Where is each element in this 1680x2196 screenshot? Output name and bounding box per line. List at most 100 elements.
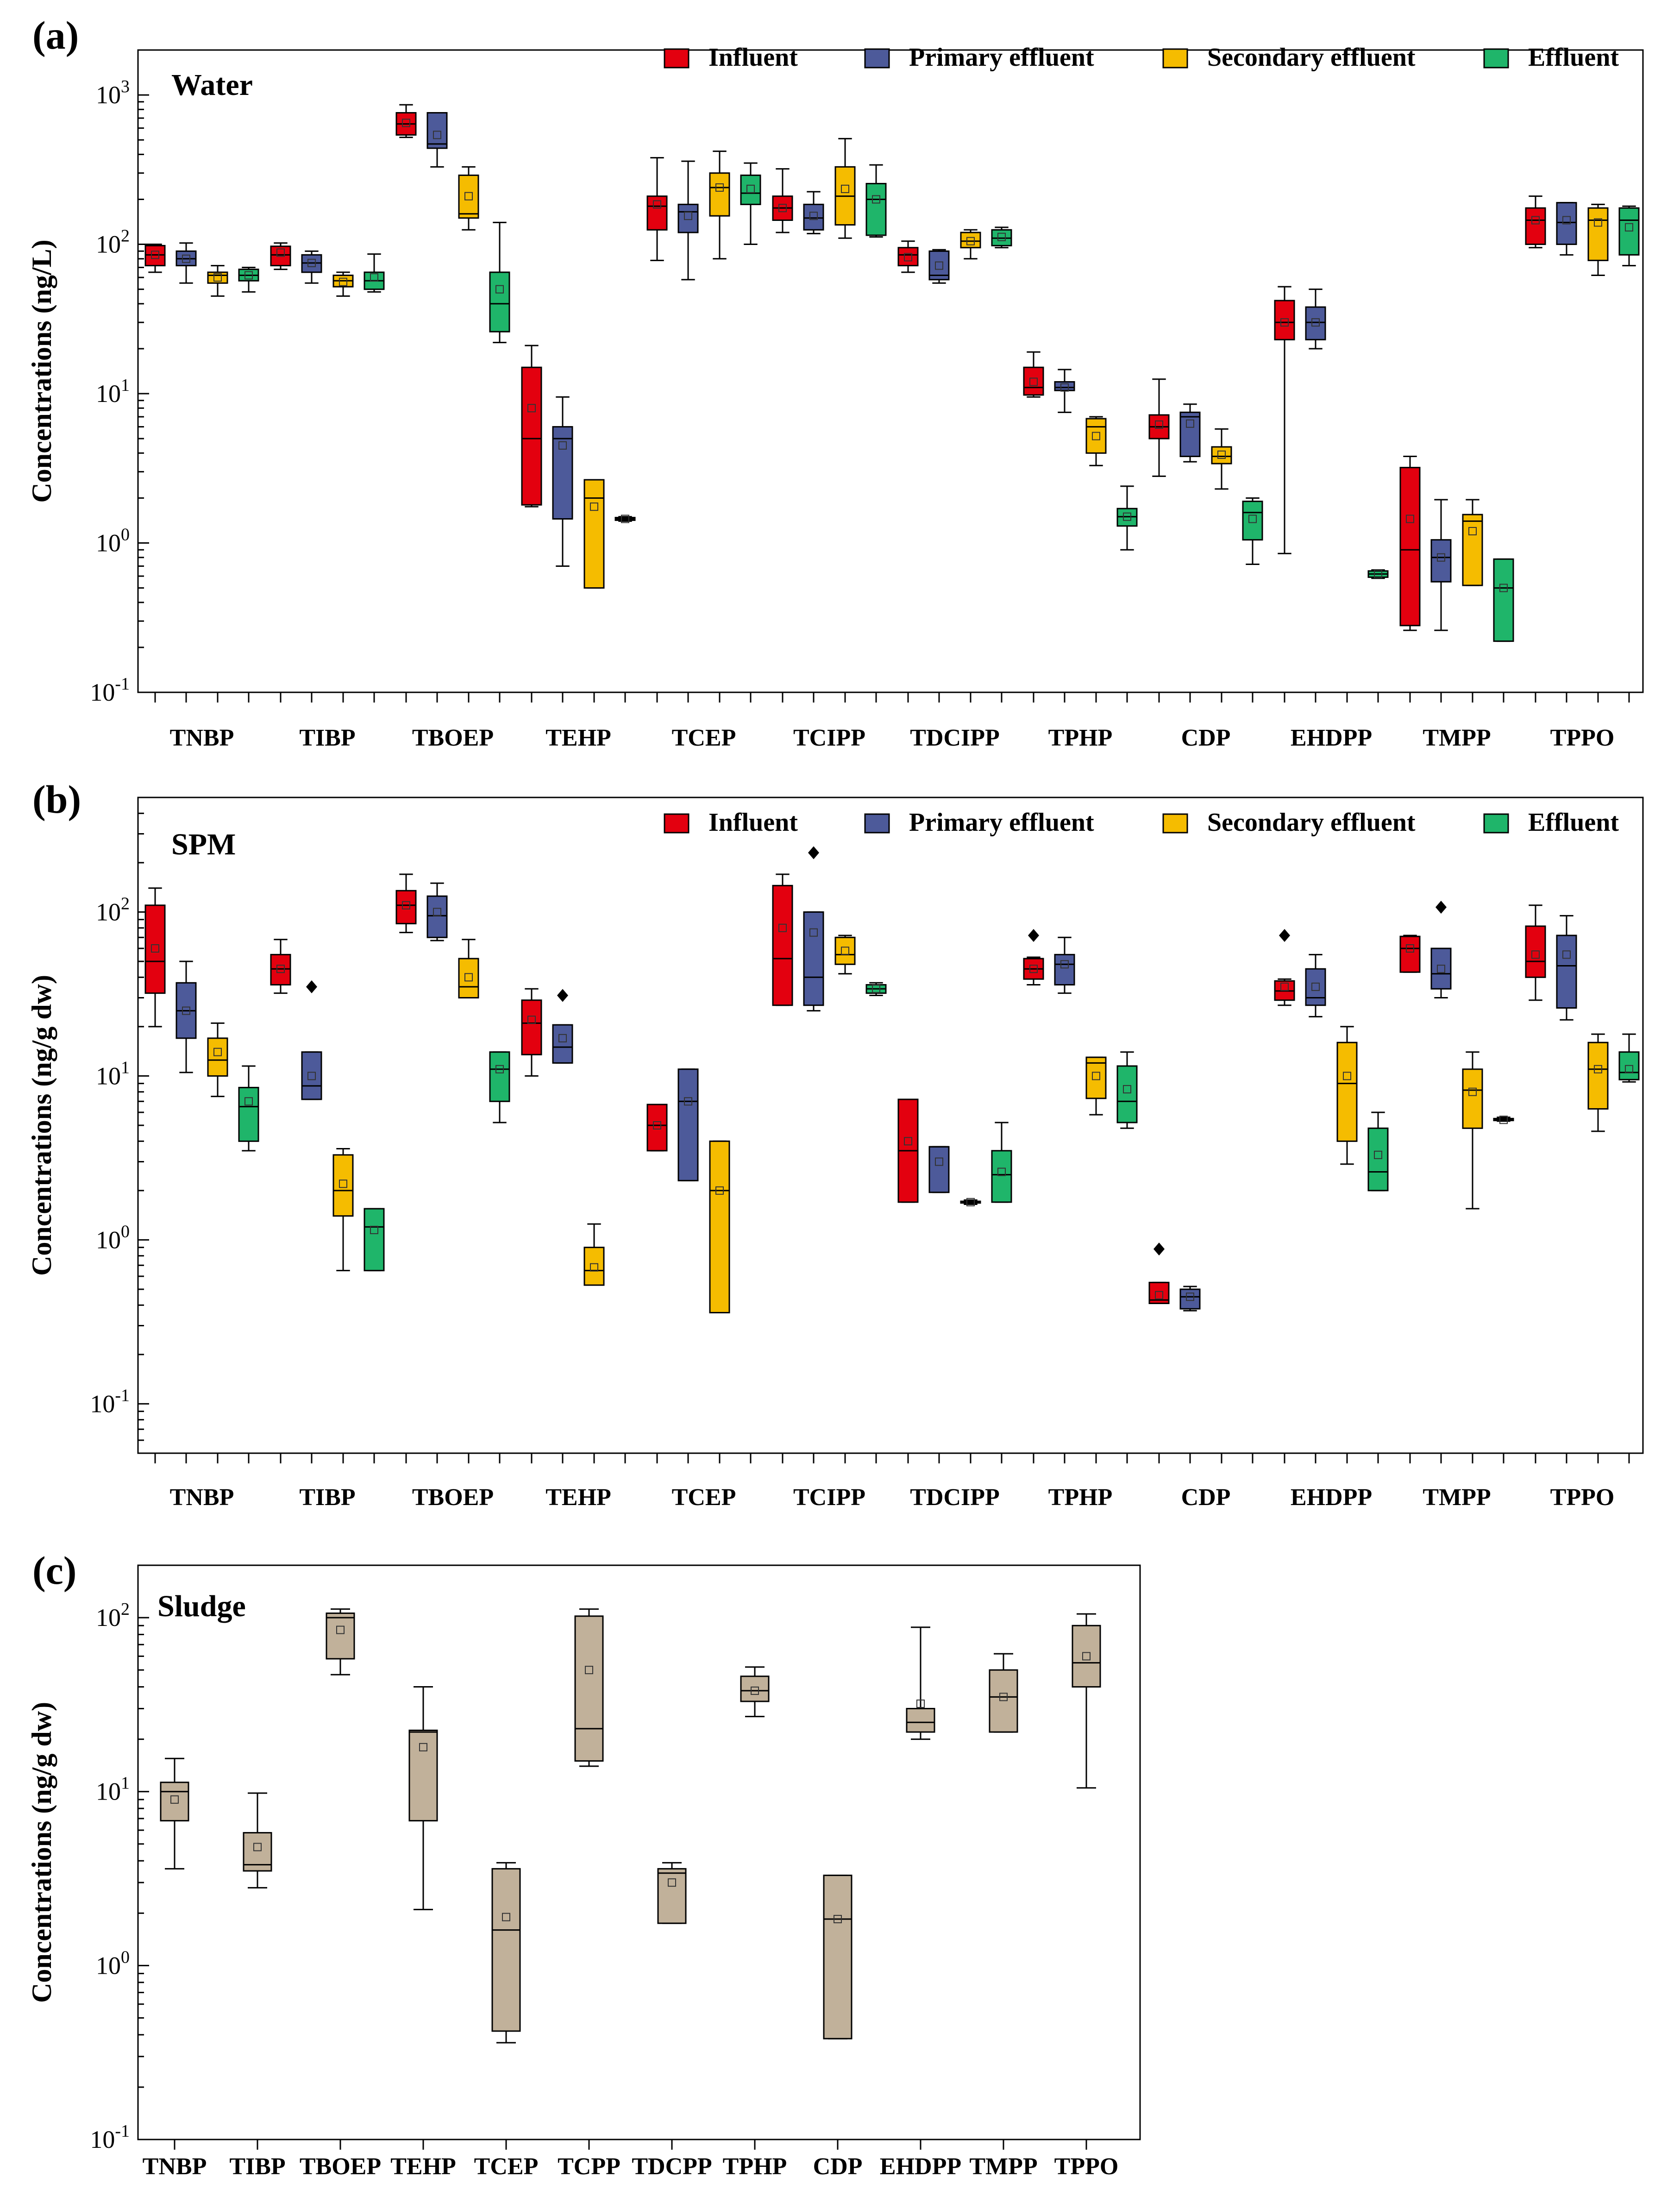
- panel-b-category-label-tehp: TEHP: [545, 1484, 611, 1511]
- panel-b-box-secondary-effluent-tnbp: [207, 1022, 228, 1098]
- panel-a-box-influent-tibp: [270, 242, 291, 270]
- box-body: [1116, 1065, 1138, 1123]
- box-body: [823, 1875, 853, 2039]
- box-body: [1525, 925, 1546, 978]
- panel-a-box-primary-effluent-tnbp: [176, 242, 197, 284]
- panel-a-box-secondary-effluent-tphp: [1085, 416, 1107, 466]
- box-body: [521, 999, 542, 1055]
- box-body: [1493, 558, 1514, 642]
- box-body: [897, 247, 919, 267]
- panel-b-y-tick-label: 100: [96, 1222, 130, 1254]
- mean-marker: [1155, 420, 1163, 429]
- mean-marker: [558, 1034, 567, 1042]
- panel-a-box-secondary-effluent-tppo: [1587, 203, 1609, 276]
- panel-b-box-influent-tppo: [1525, 904, 1546, 1001]
- panel-b-box-primary-effluent-tphp: [1054, 936, 1075, 994]
- mean-marker: [151, 944, 159, 953]
- mean-marker: [997, 1167, 1006, 1176]
- panel-a-box-influent-tcep: [646, 157, 668, 261]
- panel-b-box-secondary-effluent-tibp: [332, 1148, 354, 1272]
- mean-marker: [904, 1137, 912, 1146]
- panel-c-box-sludge-tehp: [408, 1686, 438, 1910]
- panel-c-category-label-tdcpp: TDCPP: [632, 2153, 712, 2180]
- mean-marker: [1092, 432, 1100, 440]
- legend-label: Secondary effluent: [1207, 808, 1416, 837]
- panel-b-box-effluent-tboep: [489, 1051, 510, 1123]
- outlier-point: [557, 989, 568, 1002]
- mean-marker: [502, 1913, 510, 1921]
- panel-b-category-label-tnbp: TNBP: [170, 1484, 234, 1511]
- legend-label: Effluent: [1528, 43, 1619, 72]
- panel-a-box-effluent-ehdpp: [1367, 569, 1389, 579]
- mean-marker: [668, 1878, 676, 1887]
- box-body: [583, 479, 605, 589]
- mean-marker: [1280, 982, 1289, 991]
- mean-marker: [1060, 960, 1069, 969]
- box-body: [803, 911, 824, 1006]
- panel-c-y-tick-label: 102: [96, 1600, 130, 1631]
- box-body: [677, 203, 699, 233]
- mean-marker: [590, 502, 598, 511]
- mean-marker: [904, 253, 912, 262]
- box-body: [489, 271, 510, 333]
- panel-a-box-primary-effluent-tboep: [426, 112, 448, 168]
- box-body: [489, 1051, 510, 1102]
- panel-b-box-influent-tibp: [270, 939, 291, 994]
- mean-marker: [1406, 944, 1414, 953]
- panel-b-spm: (b) SPM Concentrations (ng/g dw) 10-1 100 101…: [26, 777, 1644, 1511]
- outlier-point: [1153, 1242, 1165, 1256]
- mean-marker: [339, 1180, 347, 1188]
- legend-label: Primary effluent: [909, 43, 1094, 72]
- box-body: [709, 172, 730, 217]
- panel-a-box-primary-effluent-tmpp: [1430, 499, 1452, 631]
- panel-c-title: Sludge: [157, 1589, 246, 1623]
- panel-b-box-effluent-tppo: [1618, 1033, 1640, 1083]
- panel-c-y-axis-label: Concentrations (ng/g dw): [26, 1702, 57, 2003]
- panel-c-category-label-tphp: TPHP: [723, 2153, 787, 2180]
- panel-b-box-effluent-tcipp: [865, 982, 887, 996]
- panel-a-box-influent-tnbp: [144, 244, 166, 273]
- box-body: [426, 112, 448, 149]
- box-body: [207, 1037, 228, 1077]
- box-body: [1525, 207, 1546, 245]
- box-body: [1179, 1288, 1201, 1310]
- panel-a-title: Water: [171, 68, 253, 102]
- panel-b-category-label-tphp: TPHP: [1048, 1484, 1113, 1511]
- panel-a-box-effluent-tphp: [1116, 485, 1138, 551]
- panel-a-box-secondary-effluent-tdcipp: [960, 229, 981, 260]
- panel-a-category-label-tmpp: TMPP: [1423, 725, 1491, 751]
- mean-marker: [151, 251, 159, 259]
- panel-b-y-axis-label: Concentrations (ng/g dw): [26, 975, 57, 1276]
- panel-a-box-effluent-tppo: [1618, 205, 1640, 267]
- panel-a-box-primary-effluent-tehp: [552, 396, 573, 567]
- box-body: [991, 1150, 1012, 1203]
- box-body: [491, 1868, 521, 2032]
- mean-marker: [778, 204, 787, 213]
- panel-b-box-primary-effluent-cdp: [1179, 1286, 1201, 1311]
- mean-marker: [339, 277, 347, 286]
- panel-c-category-label-tcpp: TCPP: [558, 2153, 621, 2180]
- panel-b-box-secondary-effluent-tdcipp: [960, 1198, 981, 1206]
- mean-marker: [1562, 216, 1571, 225]
- panel-a-water: (a) Water Concentrations (ng/L) 10-1 100 101 1…: [26, 13, 1644, 751]
- panel-b-box-primary-effluent-tmpp: [1430, 901, 1452, 999]
- panel-c-box-sludge-tboep: [326, 1608, 355, 1675]
- panel-b-box-primary-effluent-tibp: [301, 980, 322, 1100]
- panel-a-y-axis-label: Concentrations (ng/L): [26, 239, 57, 502]
- mean-marker: [370, 1225, 378, 1234]
- panel-a-box-effluent-tibp: [364, 253, 385, 293]
- panel-a-box-effluent-cdp: [1242, 497, 1263, 565]
- mean-marker: [1186, 1293, 1194, 1301]
- panel-a-box-influent-cdp: [1148, 378, 1170, 477]
- mean-marker: [464, 973, 473, 982]
- mean-marker: [276, 965, 285, 973]
- panel-a-box-effluent-tmpp: [1493, 558, 1514, 642]
- panel-a-box-secondary-effluent-tibp: [332, 271, 354, 297]
- panel-a-box-primary-effluent-tcipp: [803, 191, 824, 234]
- box-body: [426, 895, 448, 938]
- panel-a-box-secondary-effluent-tehp: [583, 479, 605, 589]
- outlier-point: [1436, 901, 1447, 914]
- mean-marker: [966, 237, 975, 245]
- box-body: [301, 1051, 322, 1100]
